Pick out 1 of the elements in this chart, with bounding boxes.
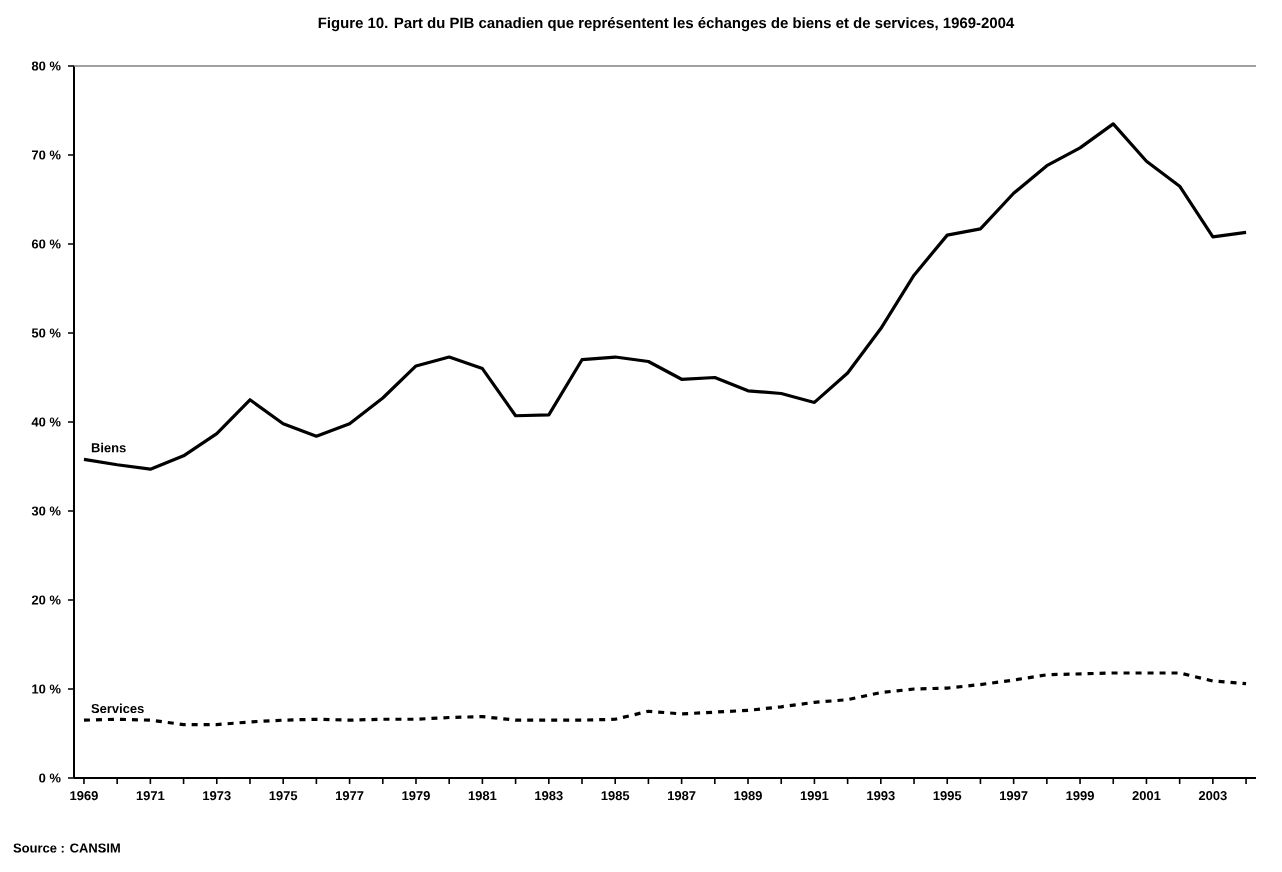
line-series [82,122,1248,471]
